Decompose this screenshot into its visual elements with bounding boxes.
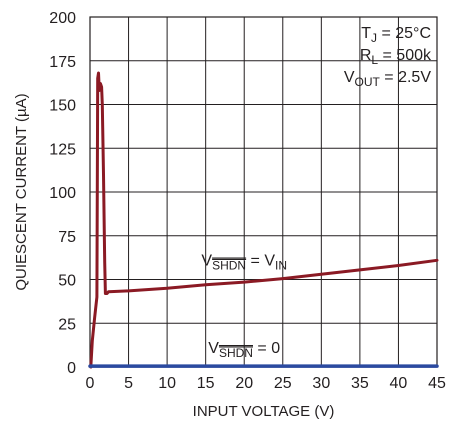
x-tick-label: 20	[235, 375, 253, 392]
x-tick-label: 10	[158, 375, 176, 392]
x-tick-label: 40	[390, 375, 408, 392]
series-label: VSHDN = VIN	[201, 253, 287, 273]
y-tick-label: 200	[49, 10, 76, 27]
x-tick-labels: 0 5 10 15 20 25 30 35 40 45	[86, 375, 446, 392]
x-tick-label: 45	[428, 375, 446, 392]
x-tick-label: 15	[197, 375, 215, 392]
condition-line: TJ = 25°C	[361, 25, 431, 45]
y-tick-labels: 0 25 50 75 100 125 150 175 200	[49, 10, 76, 377]
y-axis-label: QUIESCENT CURRENT (µA)	[13, 93, 30, 290]
condition-line: RL = 500k	[360, 47, 432, 67]
series-label: VSHDN = 0	[208, 340, 280, 360]
x-tick-label: 0	[86, 375, 95, 392]
y-tick-label: 0	[67, 360, 76, 377]
x-tick-label: 25	[274, 375, 292, 392]
condition-line: VOUT = 2.5V	[344, 69, 431, 89]
y-tick-label: 150	[49, 98, 76, 115]
y-tick-label: 100	[49, 185, 76, 202]
y-tick-label: 25	[58, 316, 76, 333]
y-tick-label: 175	[49, 54, 76, 71]
y-tick-label: 75	[58, 229, 76, 246]
y-tick-label: 50	[58, 273, 76, 290]
series-labels: VSHDN = VIN VSHDN = 0	[201, 253, 287, 361]
x-axis-label: INPUT VOLTAGE (V)	[193, 403, 335, 420]
x-tick-label: 30	[312, 375, 330, 392]
series-lines	[88, 71, 439, 369]
x-tick-label: 5	[124, 375, 133, 392]
y-tick-label: 125	[49, 141, 76, 158]
x-tick-label: 35	[351, 375, 369, 392]
series-line-shdn-vin	[89, 71, 439, 369]
